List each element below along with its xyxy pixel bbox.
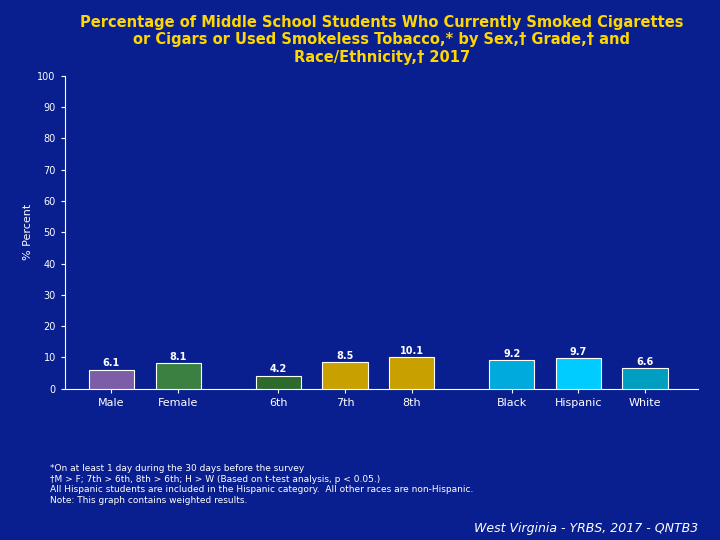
Bar xyxy=(89,370,134,389)
Text: 8.1: 8.1 xyxy=(169,352,187,362)
Text: 4.2: 4.2 xyxy=(269,364,287,374)
Bar xyxy=(389,357,434,389)
Text: 9.7: 9.7 xyxy=(570,347,587,357)
Text: *On at least 1 day during the 30 days before the survey
†M > F; 7th > 6th, 8th >: *On at least 1 day during the 30 days be… xyxy=(50,464,474,504)
Bar xyxy=(323,362,368,389)
Bar xyxy=(489,360,534,389)
Text: 6.1: 6.1 xyxy=(103,359,120,368)
Text: 8.5: 8.5 xyxy=(336,351,354,361)
Y-axis label: % Percent: % Percent xyxy=(23,204,33,260)
Bar xyxy=(156,363,201,389)
Bar xyxy=(556,359,601,389)
Text: 9.2: 9.2 xyxy=(503,349,521,359)
Text: West Virginia - YRBS, 2017 - QNTB3: West Virginia - YRBS, 2017 - QNTB3 xyxy=(474,522,698,535)
Bar xyxy=(256,376,301,389)
Text: 6.6: 6.6 xyxy=(636,357,654,367)
Text: 10.1: 10.1 xyxy=(400,346,423,356)
Bar xyxy=(622,368,667,389)
Title: Percentage of Middle School Students Who Currently Smoked Cigarettes
or Cigars o: Percentage of Middle School Students Who… xyxy=(80,15,683,65)
